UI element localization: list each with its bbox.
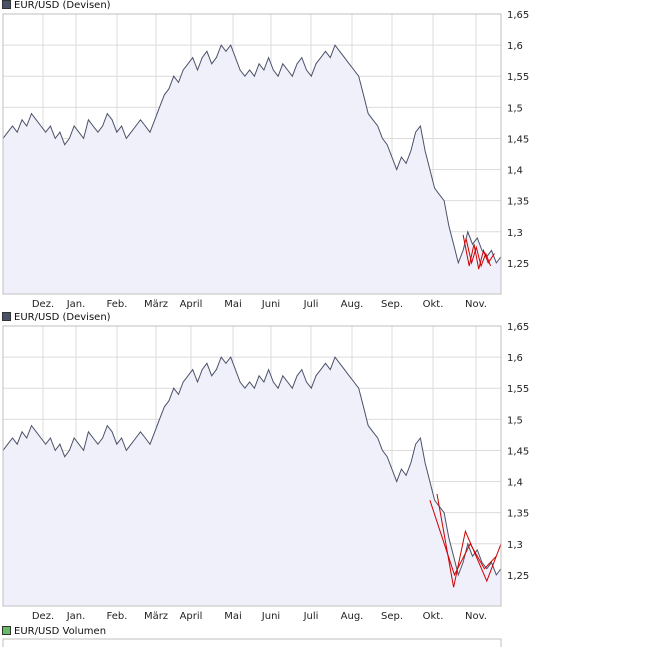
x-tick-label: Dez. [32,299,54,310]
x-tick-label: Okt. [423,611,444,622]
volume-plot-area [2,638,502,647]
price-chart-panel-1: EUR/USD (Devisen) 1,65 1,6 1,55 1,5 1,45 1,4 1… [0,0,648,316]
price-series-line [2,44,502,265]
y-tick-label: 1,6 [507,41,523,52]
legend-swatch-price-icon [2,311,11,321]
price-area-fill [3,45,501,294]
price-area-fill [3,357,501,606]
y-tick-label: 1,4 [507,478,523,489]
legend-swatch-volume-icon [2,625,11,635]
x-tick-label: Mai [224,611,242,622]
price-series-line [2,356,502,577]
price-chart-2: 1,65 1,6 1,55 1,5 1,45 1,4 1,35 1,3 1,25 Dez. Jan.… [2,322,529,622]
chart-title-text-2: EUR/USD (Devisen) [14,312,111,323]
x-tick-label: Juni [261,611,280,622]
y-tick-label: 1,35 [507,197,529,208]
x-tick-label: Jan. [66,611,86,622]
x-tick-label: Juni [261,299,280,310]
chart-title-1: EUR/USD (Devisen) [2,0,111,12]
x-tick-label: Sep. [381,611,403,622]
y-tick-label: 1,5 [507,415,523,426]
y-tick-label: 1,35 [507,509,529,520]
y-tick-label: 1,4 [507,166,523,177]
pattern-line [465,237,492,268]
x-tick-label: April [180,299,203,310]
chart-title-2: EUR/USD (Devisen) [2,311,111,324]
legend-swatch-price-icon [2,0,11,9]
x-tick-label: April [180,611,203,622]
y-tick-label: 1,3 [507,228,523,239]
x-tick-label: Aug. [341,299,364,310]
x-tick-label: März [144,299,168,310]
x-tick-label: Okt. [423,299,444,310]
y-tick-label: 1,3 [507,540,523,551]
y-tick-label: 1,45 [507,446,529,457]
volume-chart [2,638,502,647]
plot-frame [2,325,502,607]
x-tick-label: Dez. [32,611,54,622]
x-tick-label: März [144,611,168,622]
y-tick-label: 1,55 [507,72,529,83]
y-tick-label: 1,45 [507,134,529,145]
y-tick-label: 1,55 [507,384,529,395]
price-chart-panel-2: EUR/USD (Devisen) 1,65 1,6 1,55 1,5 1,45 1,4 1… [0,311,648,628]
volume-chart-panel: EUR/USD Volumen [0,624,648,647]
x-tick-label: Juli [303,299,319,310]
chart-title-3: EUR/USD Volumen [2,625,107,638]
pattern-line [462,234,495,270]
x-tick-label: Feb. [107,299,128,310]
x-tick-label: Mai [224,299,242,310]
x-tick-label: Feb. [107,611,128,622]
x-tick-label: Sep. [381,299,403,310]
x-tick-label: Aug. [341,611,364,622]
y-tick-label: 1,25 [507,259,529,270]
chart-title-text-3: EUR/USD Volumen [14,626,107,637]
y-tick-label: 1,25 [507,571,529,582]
plot-frame [2,13,502,295]
y-tick-label: 1,5 [507,103,523,114]
x-tick-label: Juli [303,611,319,622]
y-tick-label: 1,65 [507,322,529,333]
x-tick-label: Jan. [66,299,86,310]
y-tick-label: 1,65 [507,10,529,21]
price-chart-1: 1,65 1,6 1,55 1,5 1,45 1,4 1,35 1,3 1,25 Dez. Jan.… [2,10,529,310]
x-tick-label: Nov. [465,611,487,622]
x-tick-label: Nov. [465,299,487,310]
y-tick-label: 1,6 [507,353,523,364]
chart-title-text-1: EUR/USD (Devisen) [14,0,111,11]
pattern-line [429,500,497,577]
